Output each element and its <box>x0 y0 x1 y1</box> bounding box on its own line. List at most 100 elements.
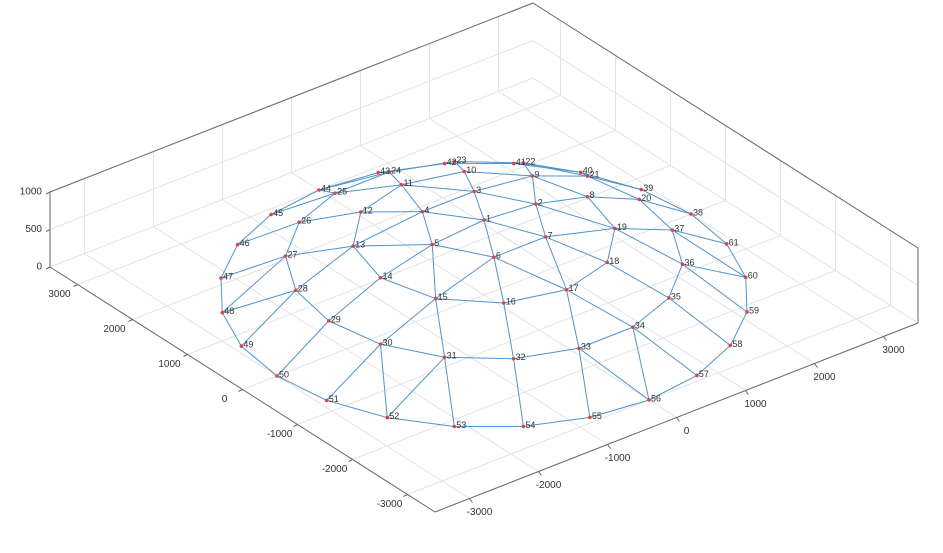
chart: -3000-2000-10000100020003000-3000-2000-1… <box>0 0 943 553</box>
node-label: 33 <box>581 342 591 352</box>
tick-mark <box>349 460 353 462</box>
grid-line <box>353 271 836 460</box>
node-label: 18 <box>609 256 619 266</box>
mesh-edge <box>277 321 329 376</box>
axis-edge <box>533 3 918 248</box>
mesh-edge <box>532 176 535 204</box>
node-label: 19 <box>617 222 627 232</box>
node-label: 1 <box>486 213 491 223</box>
tick-mark <box>470 499 473 503</box>
mesh-edge <box>474 191 536 204</box>
node-label: 30 <box>382 338 392 348</box>
node-label: 43 <box>380 166 390 176</box>
mesh-edge <box>504 303 514 359</box>
y-tick-label: -3000 <box>377 499 403 510</box>
mesh-edge <box>221 278 222 313</box>
mesh-edge <box>588 197 615 229</box>
mesh-edge <box>669 298 731 345</box>
node-label: 60 <box>748 271 758 281</box>
tick-mark <box>294 425 298 427</box>
mesh-edge <box>277 376 327 400</box>
y-tick-label: -2000 <box>322 464 348 475</box>
z-tick-label: 500 <box>25 224 42 235</box>
mesh-edge <box>329 321 381 344</box>
node-label: 17 <box>569 283 579 293</box>
node-label: 36 <box>684 258 694 268</box>
node-label: 38 <box>693 207 703 217</box>
mesh-edge <box>432 220 484 245</box>
node-label: 8 <box>590 190 595 200</box>
mesh-edge <box>422 212 432 245</box>
node-label: 45 <box>273 208 283 218</box>
node-label: 4 <box>424 205 429 215</box>
grid-line <box>298 236 781 425</box>
mesh-edge <box>588 197 640 200</box>
mesh-edge <box>536 204 546 237</box>
node-label: 15 <box>438 292 448 302</box>
node-label: 52 <box>389 411 399 421</box>
node-label: 28 <box>298 284 308 294</box>
node-label: 23 <box>456 155 466 165</box>
tick-mark <box>239 390 243 392</box>
tick-mark <box>46 230 50 232</box>
x-tick-label: -3000 <box>467 507 493 518</box>
node-label: 12 <box>363 205 373 215</box>
node-label: 59 <box>749 305 759 315</box>
tick-mark <box>184 355 188 357</box>
node-label: 34 <box>635 321 645 331</box>
grid-line <box>188 166 671 355</box>
node-label: 6 <box>496 251 501 261</box>
node-label: 41 <box>516 157 526 167</box>
node-label: 32 <box>516 352 526 362</box>
mesh-edge <box>514 359 524 427</box>
mesh-edge <box>327 344 381 400</box>
mesh-edge <box>474 176 532 191</box>
y-tick-label: 0 <box>222 394 228 405</box>
mesh-edge <box>353 246 380 278</box>
node-label: 14 <box>383 271 393 281</box>
tick-mark <box>129 320 133 322</box>
page: -3000-2000-10000100020003000-3000-2000-1… <box>0 0 943 553</box>
node-label: 26 <box>301 216 311 226</box>
node-label: 9 <box>534 169 539 179</box>
y-tick-label: 3000 <box>48 289 71 300</box>
node-label: 55 <box>592 411 602 421</box>
node-label: 3 <box>476 185 481 195</box>
mesh-edge <box>494 237 546 257</box>
node-label: 25 <box>337 186 347 196</box>
node-label: 16 <box>506 296 516 306</box>
node-label: 37 <box>674 223 684 233</box>
mesh-edge <box>432 245 435 299</box>
x-tick-label: 1000 <box>744 399 767 410</box>
x-tick-label: -1000 <box>605 453 631 464</box>
z-tick-label: 0 <box>36 262 42 273</box>
node-label: 46 <box>240 238 250 248</box>
tick-mark <box>608 445 611 449</box>
tick-mark <box>677 418 680 422</box>
node-label: 24 <box>391 165 401 175</box>
node-label: 5 <box>434 238 439 248</box>
node-label: 35 <box>671 291 681 301</box>
node-label: 61 <box>729 237 739 247</box>
mesh-edge <box>422 191 474 211</box>
node-label: 20 <box>641 193 651 203</box>
node-label: 31 <box>447 351 457 361</box>
mesh-edge <box>579 348 649 400</box>
tick-mark <box>46 267 50 269</box>
mesh-edge <box>615 228 683 264</box>
node-label: 47 <box>223 271 233 281</box>
node-label: 57 <box>699 369 709 379</box>
node-label: 10 <box>466 165 476 175</box>
node-label: 58 <box>732 339 742 349</box>
node-label: 42 <box>447 157 457 167</box>
node-label: 50 <box>279 369 289 379</box>
tick-mark <box>815 364 818 368</box>
tick-mark <box>884 337 887 341</box>
node-label: 53 <box>456 420 466 430</box>
mesh-edge <box>222 313 241 346</box>
z-tick-label: 1000 <box>20 187 43 198</box>
x-tick-label: -2000 <box>536 480 562 491</box>
mesh-edge <box>588 176 640 199</box>
node-label: 51 <box>329 394 339 404</box>
mesh-edge <box>484 204 536 220</box>
